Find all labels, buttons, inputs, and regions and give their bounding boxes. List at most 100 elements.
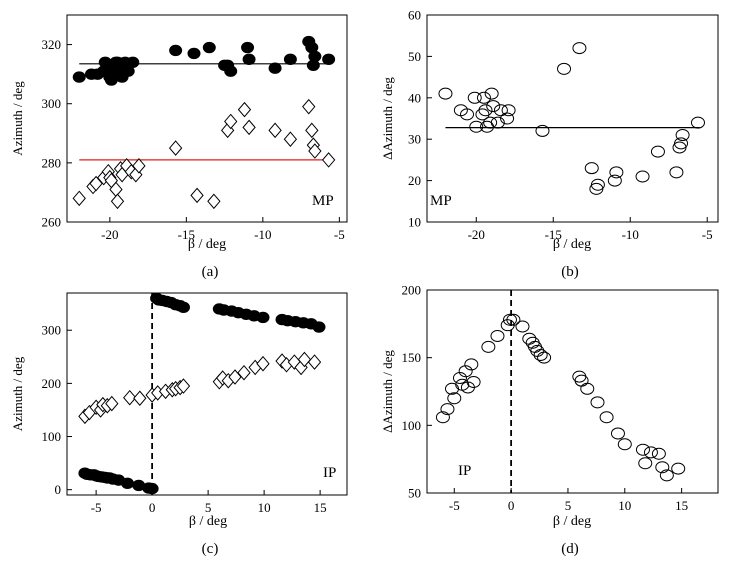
axes-frame-b (426, 14, 719, 223)
x-tick-label-d: 15 (675, 498, 688, 513)
data-point-diamond-a (110, 193, 125, 210)
data-point-filled-c (176, 301, 190, 314)
x-tick-label-c: 15 (314, 500, 327, 515)
x-tick-label-c: -5 (91, 500, 102, 515)
y-tick-label-b: 10 (408, 215, 421, 230)
data-point-circle-b (572, 42, 587, 55)
data-point-diamond-a (237, 101, 252, 118)
data-point-diamond-c (176, 378, 191, 394)
data-point-diamond-a (305, 122, 319, 139)
data-point-circle-d (580, 382, 595, 395)
panel-c: -5 0 5 10 15 0 100 200 300 β / deg Azimuth / deg IP (10, 292, 348, 529)
axes-frame-d (426, 289, 719, 494)
data-point-diamond-a (302, 98, 316, 115)
data-point-diamond-a (168, 140, 183, 156)
data-point-filled-c (145, 482, 159, 495)
data-point-circle-b (460, 108, 475, 121)
data-point-circle-b (609, 166, 624, 179)
x-tick-label-c: 0 (149, 500, 156, 515)
panel-annotation-d: IP (458, 463, 471, 479)
x-tick-label-b: -5 (702, 227, 713, 242)
x-axis-label-c: β / deg (189, 514, 227, 529)
data-point-circle-d (440, 403, 455, 416)
data-point-diamond-c (133, 390, 147, 407)
data-point-diamond-c (256, 355, 270, 372)
x-tick-label-a: -15 (178, 227, 195, 242)
data-point-circle-b (650, 145, 665, 158)
data-point-circle-d (466, 376, 481, 389)
data-point-circle-b (607, 174, 622, 187)
data-point-circle-d (643, 446, 658, 459)
y-tick-label-a: 320 (42, 37, 62, 52)
x-tick-label-b: -10 (622, 227, 639, 242)
data-point-filled-a (308, 50, 322, 63)
data-point-circle-b (675, 129, 690, 142)
data-point-circle-b (501, 104, 516, 117)
data-point-circle-d (659, 469, 674, 482)
y-axis-label-c: Azimuth / deg (10, 356, 25, 431)
y-tick-label-d: 150 (402, 350, 422, 365)
data-point-filled-a (242, 53, 256, 66)
x-tick-label-a: -5 (334, 227, 345, 242)
data-point-circle-b (669, 166, 684, 179)
data-point-circle-d (590, 396, 605, 409)
data-point-diamond-c (105, 395, 119, 412)
panel-letter-a: (a) (202, 264, 219, 280)
data-point-circle-d (458, 365, 473, 378)
y-tick-label-d: 200 (402, 283, 422, 298)
data-point-circle-b (557, 62, 572, 75)
x-axis-label-b: β / deg (553, 237, 591, 252)
y-tick-label-a: 300 (42, 96, 62, 111)
y-tick-label-b: 20 (408, 173, 421, 188)
data-point-diamond-a (190, 187, 204, 204)
x-tick-label-c: 10 (258, 500, 271, 515)
data-point-circle-d (574, 374, 589, 387)
data-point-circle-d (617, 438, 632, 451)
data-point-diamond-a (308, 143, 322, 159)
data-point-circle-d (671, 462, 686, 475)
panel-d: -5 0 5 10 15 50 100 150 200 β / deg ΔAzimuth / deg… (380, 283, 719, 529)
data-point-circle-d (599, 411, 614, 424)
data-point-circle-d (635, 443, 650, 456)
panel-letter-c: (c) (202, 541, 219, 557)
data-point-circle-b (635, 170, 650, 183)
data-point-circle-d (655, 461, 670, 474)
data-point-circle-d (490, 330, 505, 343)
data-point-circle-b (584, 162, 599, 175)
data-point-diamond-c (307, 354, 322, 370)
data-point-circle-d (435, 411, 450, 424)
y-tick-label-c: 100 (42, 429, 62, 444)
data-point-circle-d (481, 340, 496, 353)
y-tick-label-b: 50 (408, 49, 421, 64)
data-point-circle-b (478, 104, 493, 117)
data-point-filled-a (241, 41, 255, 54)
y-tick-label-a: 260 (42, 215, 62, 230)
y-tick-label-b: 30 (408, 132, 421, 147)
data-point-filled-a (268, 62, 282, 74)
data-point-circle-b (590, 178, 605, 191)
data-point-filled-a (322, 53, 336, 66)
data-point-diamond-c (237, 364, 251, 381)
y-axis-label-d: ΔAzimuth / deg (380, 350, 395, 433)
x-tick-label-d: 5 (565, 498, 572, 513)
data-point-filled-a (224, 65, 238, 77)
y-tick-label-c: 0 (55, 482, 62, 497)
panel-annotation-c: IP (323, 465, 336, 481)
data-point-circle-b (690, 116, 705, 129)
x-tick-label-d: -5 (449, 498, 460, 513)
data-point-diamond-a (242, 119, 256, 136)
y-axis-label-b: ΔAzimuth / deg (380, 77, 395, 160)
y-tick-label-b: 60 (408, 8, 421, 23)
y-tick-label-c: 300 (42, 323, 62, 338)
data-point-circle-b (476, 91, 491, 104)
x-tick-label-a: -20 (101, 227, 118, 242)
data-point-filled-a (202, 41, 216, 54)
data-point-circle-b (467, 91, 482, 104)
data-point-diamond-a (224, 113, 238, 130)
data-point-circle-b (486, 100, 501, 113)
data-point-diamond-a (268, 122, 282, 139)
y-tick-label-a: 280 (42, 155, 62, 170)
data-point-filled-a (72, 71, 86, 83)
data-point-filled-a (126, 56, 140, 69)
data-point-circle-d (537, 351, 552, 364)
